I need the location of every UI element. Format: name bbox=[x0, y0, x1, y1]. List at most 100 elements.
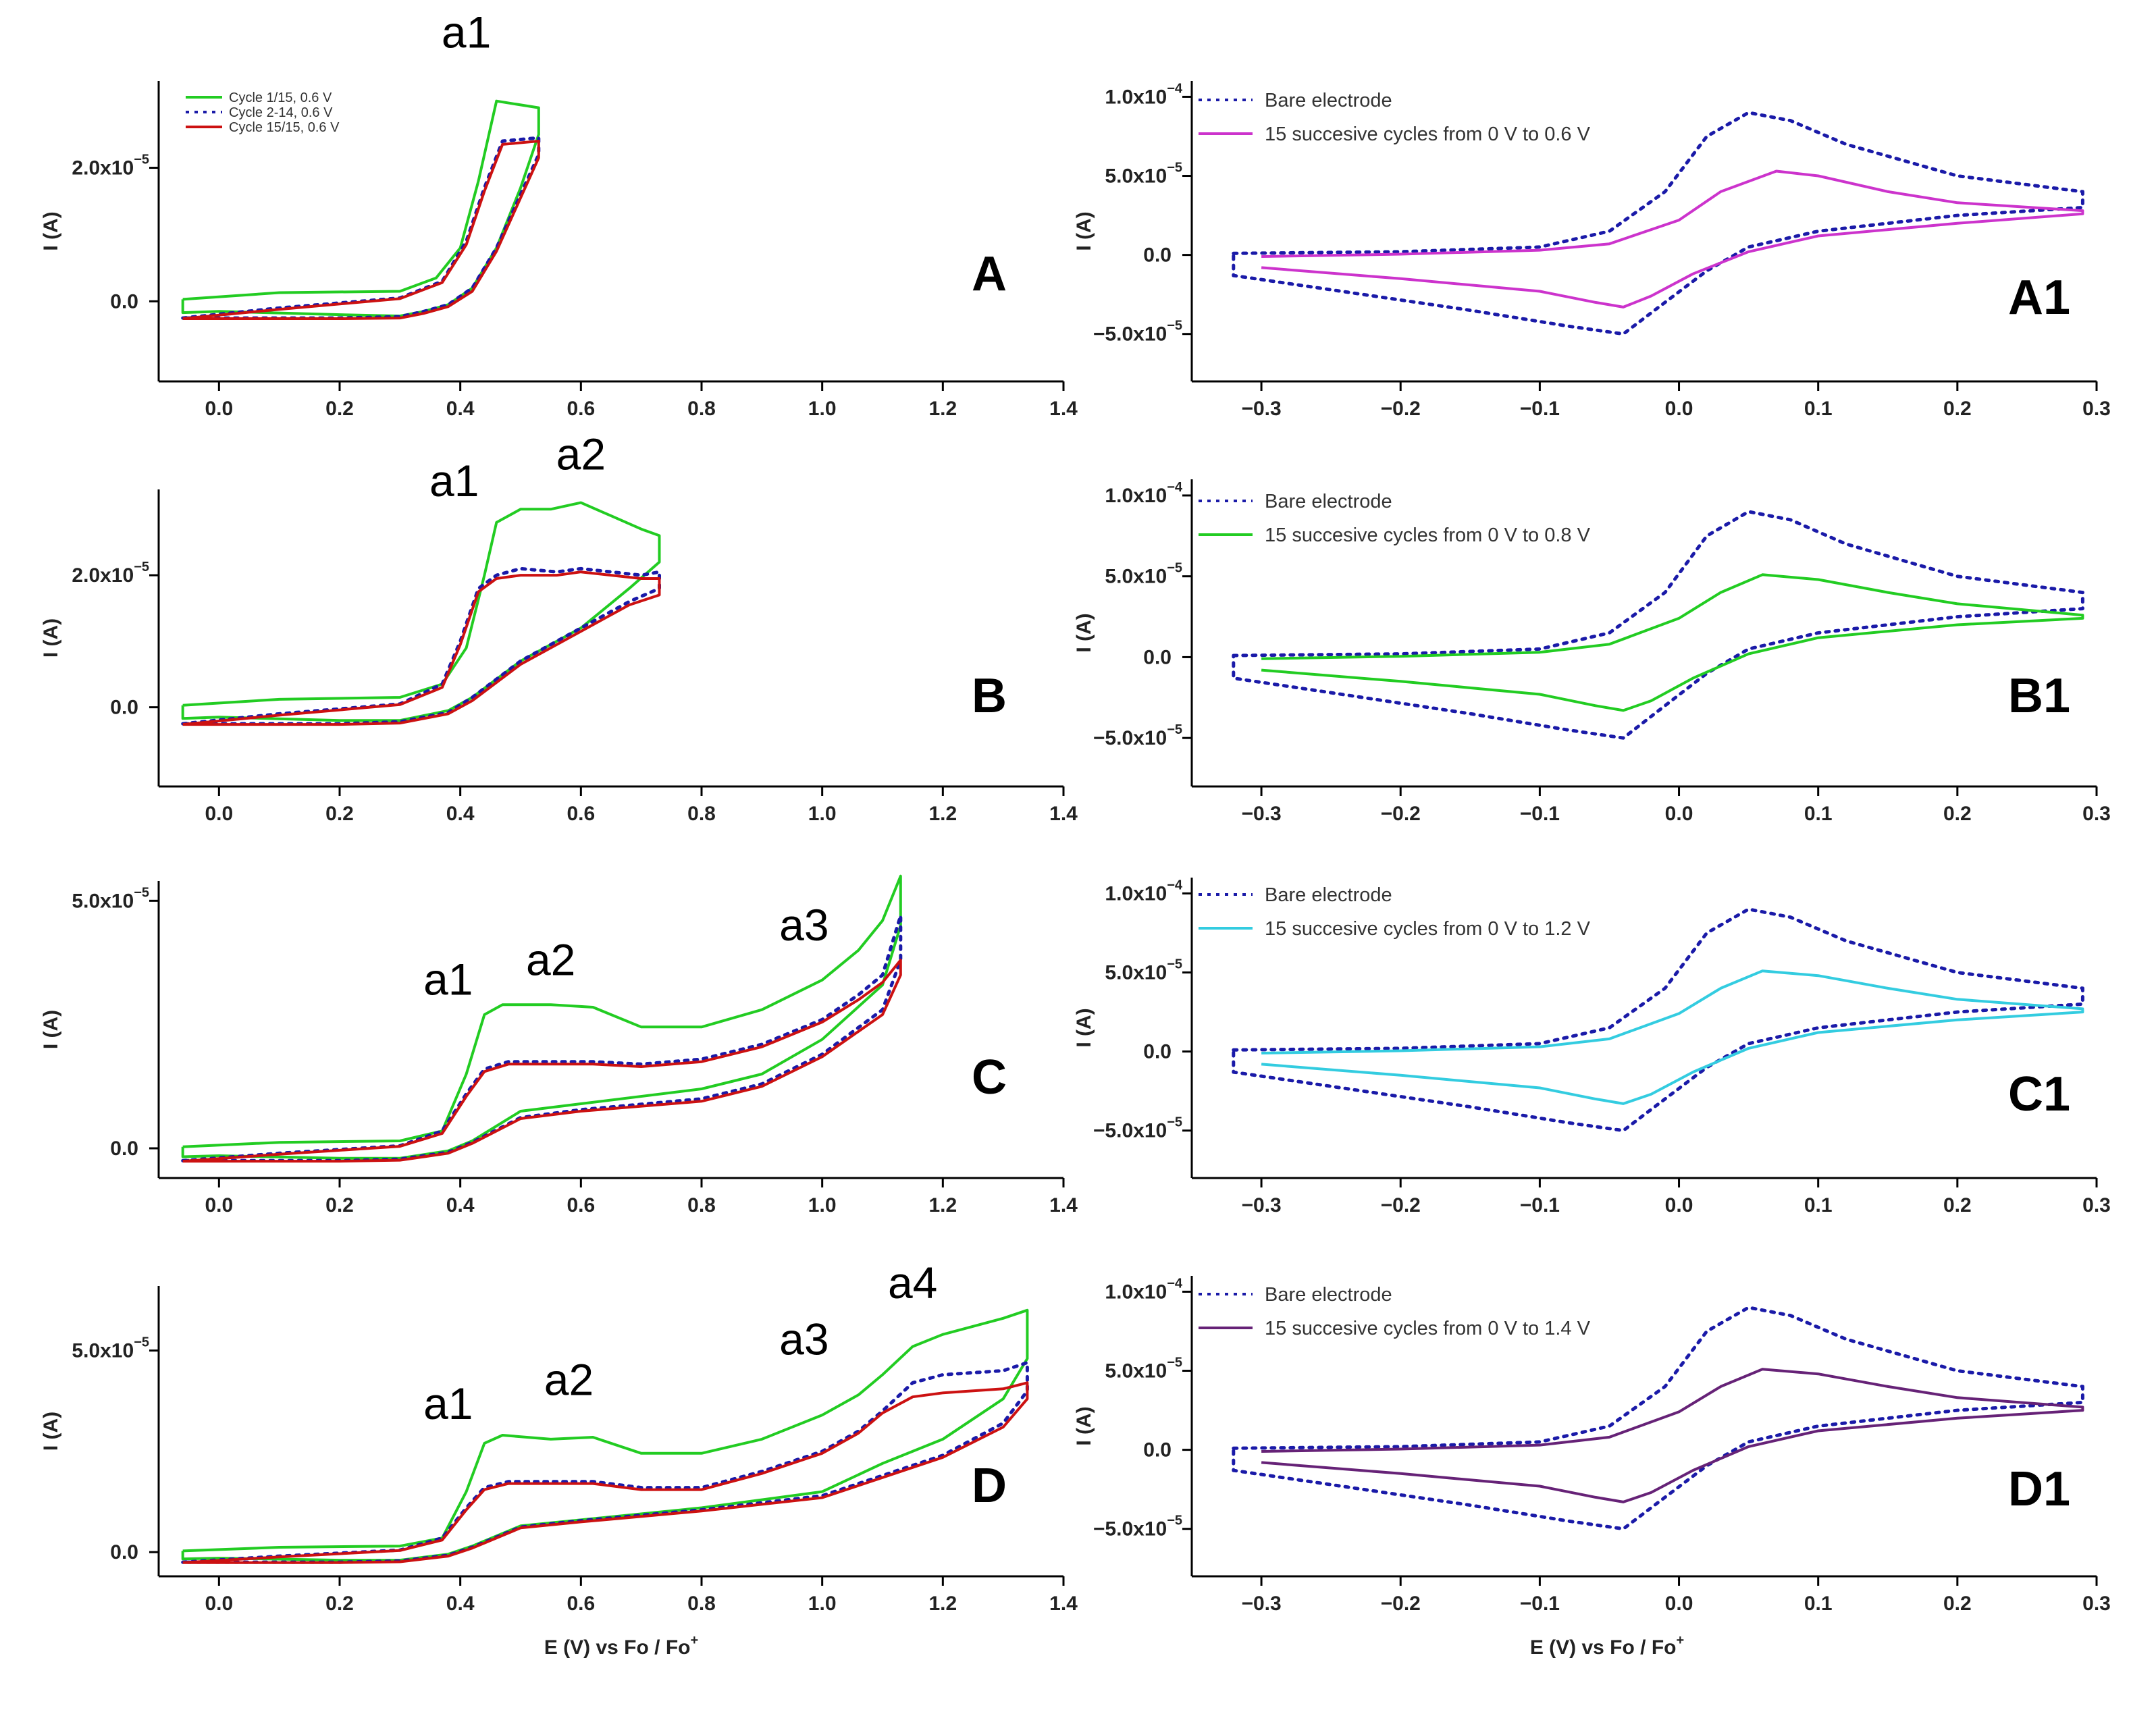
x-tick-label: 0.2 bbox=[325, 1593, 354, 1615]
x-tick-label: 0.1 bbox=[1804, 803, 1833, 825]
x-tick-label: 0.2 bbox=[1943, 1194, 1972, 1216]
panel-label: D1 bbox=[2008, 1462, 2070, 1516]
x-tick-label: 1.0 bbox=[808, 1593, 837, 1615]
x-tick-label: 0.8 bbox=[687, 803, 716, 825]
y-tick-label: 0.0 bbox=[1143, 244, 1172, 267]
x-tick-label: −0.3 bbox=[1241, 803, 1281, 825]
peak-annotation: a2 bbox=[526, 934, 575, 984]
panel-a: 0.0 0.2 0.4 0.6 0.8 1.0 1.2 1.4 2.0x10−5 0.0 I (A)… bbox=[40, 7, 1078, 420]
y-tick-label: 5.0x10−5 bbox=[72, 885, 149, 912]
x-tick-label: −0.3 bbox=[1241, 398, 1281, 420]
x-tick-label: 0.0 bbox=[205, 1194, 233, 1216]
x-tick-label: −0.2 bbox=[1381, 1194, 1421, 1216]
y-tick-label: 0.0 bbox=[1143, 1041, 1172, 1063]
x-tick-label: 0.8 bbox=[687, 1593, 716, 1615]
y-tick-label: 5.0x10−5 bbox=[1105, 161, 1182, 188]
x-tick-label: 0.4 bbox=[446, 398, 475, 420]
legend-label: Bare electrode bbox=[1265, 491, 1392, 512]
x-tick-label: 0.2 bbox=[325, 398, 354, 420]
x-tick-label: 1.2 bbox=[928, 803, 957, 825]
x-tick-label: 0.1 bbox=[1804, 1593, 1833, 1615]
x-tick-label: 0.6 bbox=[567, 398, 595, 420]
x-tick-label: 0.4 bbox=[446, 803, 475, 825]
legend-label: Bare electrode bbox=[1265, 1284, 1392, 1306]
y-tick-label: 0.0 bbox=[110, 1138, 138, 1160]
legend-label: Bare electrode bbox=[1265, 90, 1392, 111]
peak-annotation: a1 bbox=[423, 955, 473, 1005]
series-line bbox=[182, 1381, 1029, 1564]
x-axis-title: E (V) vs Fo / Fo+ bbox=[1530, 1633, 1684, 1659]
series-line bbox=[1232, 1306, 2084, 1531]
panel-d1: −0.3 −0.2 −0.1 0.0 0.1 0.2 0.3 1.0x10−4 5.0x10−5… bbox=[1073, 1276, 2111, 1659]
legend-label: Cycle 2-14, 0.6 V bbox=[229, 105, 333, 120]
x-tick-label: 0.1 bbox=[1804, 398, 1833, 420]
x-tick-label: 1.0 bbox=[808, 398, 837, 420]
x-tick-label: 1.0 bbox=[808, 1194, 837, 1216]
y-tick-label: 1.0x10−4 bbox=[1105, 878, 1182, 905]
legend: Bare electrode 15 succesive cycles from 0… bbox=[1199, 1284, 1591, 1339]
legend-label: 15 succesive cycles from 0 V to 1.2 V bbox=[1265, 918, 1591, 940]
x-tick-label: 0.2 bbox=[325, 1194, 354, 1216]
x-tick-label: 0.2 bbox=[1943, 803, 1972, 825]
x-tick-label: −0.3 bbox=[1241, 1593, 1281, 1615]
x-tick-label: 0.6 bbox=[567, 1194, 595, 1216]
x-tick-label: 0.0 bbox=[205, 1593, 233, 1615]
peak-annotation: a2 bbox=[556, 429, 606, 479]
x-tick-label: −0.1 bbox=[1520, 803, 1560, 825]
series-line bbox=[1261, 573, 2084, 712]
series-line bbox=[181, 913, 903, 1162]
x-tick-label: −0.1 bbox=[1520, 1194, 1560, 1216]
y-axis-title: I (A) bbox=[1073, 211, 1095, 250]
x-tick-label: 0.3 bbox=[2082, 803, 2111, 825]
y-tick-label: 1.0x10−4 bbox=[1105, 1276, 1182, 1303]
y-tick-label: 0.0 bbox=[1143, 646, 1172, 668]
series-line bbox=[1232, 907, 2084, 1133]
legend-label: Bare electrode bbox=[1265, 884, 1392, 906]
x-tick-label: 0.4 bbox=[446, 1593, 475, 1615]
series-line bbox=[182, 959, 902, 1163]
x-tick-label: 0.0 bbox=[1665, 803, 1693, 825]
y-tick-label: 0.0 bbox=[1143, 1439, 1172, 1462]
panel-label: C1 bbox=[2008, 1067, 2070, 1121]
x-tick-label: −0.2 bbox=[1381, 803, 1421, 825]
legend-label: 15 succesive cycles from 0 V to 0.8 V bbox=[1265, 525, 1591, 546]
series-line bbox=[181, 1361, 1029, 1564]
y-tick-label: −5.0x10−5 bbox=[1093, 1115, 1182, 1142]
panel-b: 0.0 0.2 0.4 0.6 0.8 1.0 1.2 1.4 2.0x10−5 0.0 I (A)… bbox=[40, 429, 1078, 825]
peak-annotation: a1 bbox=[423, 1379, 473, 1428]
y-tick-label: 2.0x10−5 bbox=[72, 153, 149, 180]
series-line bbox=[1261, 969, 2084, 1105]
x-tick-label: 1.2 bbox=[928, 1593, 957, 1615]
y-tick-label: 1.0x10−4 bbox=[1105, 81, 1182, 108]
x-tick-label: 0.8 bbox=[687, 398, 716, 420]
legend: Bare electrode 15 succesive cycles from 0… bbox=[1199, 884, 1591, 940]
x-tick-label: 1.4 bbox=[1049, 1194, 1078, 1216]
y-tick-label: −5.0x10−5 bbox=[1093, 722, 1182, 749]
peak-annotation: a2 bbox=[544, 1354, 594, 1404]
x-tick-label: 0.2 bbox=[1943, 398, 1972, 420]
legend: Bare electrode 15 succesive cycles from 0… bbox=[1199, 90, 1591, 145]
y-tick-label: 5.0x10−5 bbox=[1105, 561, 1182, 588]
x-tick-label: 0.2 bbox=[325, 803, 354, 825]
x-tick-label: 0.1 bbox=[1804, 1194, 1833, 1216]
series-line bbox=[182, 140, 540, 320]
y-axis-title: I (A) bbox=[40, 618, 62, 658]
series-line bbox=[1232, 510, 2084, 740]
series-line bbox=[1232, 111, 2084, 336]
legend: Bare electrode 15 succesive cycles from 0… bbox=[1199, 491, 1591, 546]
x-tick-label: 1.4 bbox=[1049, 398, 1078, 420]
panel-label: B bbox=[972, 669, 1007, 723]
x-tick-label: −0.1 bbox=[1520, 1593, 1560, 1615]
y-tick-label: 0.0 bbox=[110, 697, 138, 719]
y-tick-label: 2.0x10−5 bbox=[72, 560, 149, 587]
y-tick-label: 0.0 bbox=[110, 290, 138, 313]
x-tick-label: −0.2 bbox=[1381, 398, 1421, 420]
x-tick-label: −0.2 bbox=[1381, 1593, 1421, 1615]
x-tick-label: 1.2 bbox=[928, 1194, 957, 1216]
y-tick-label: 5.0x10−5 bbox=[1105, 1356, 1182, 1383]
panel-d: 0.0 0.2 0.4 0.6 0.8 1.0 1.2 1.4 5.0x10−5 0.0 I (A)… bbox=[40, 1258, 1078, 1659]
x-tick-label: 0.0 bbox=[205, 398, 233, 420]
x-tick-label: −0.3 bbox=[1241, 1194, 1281, 1216]
